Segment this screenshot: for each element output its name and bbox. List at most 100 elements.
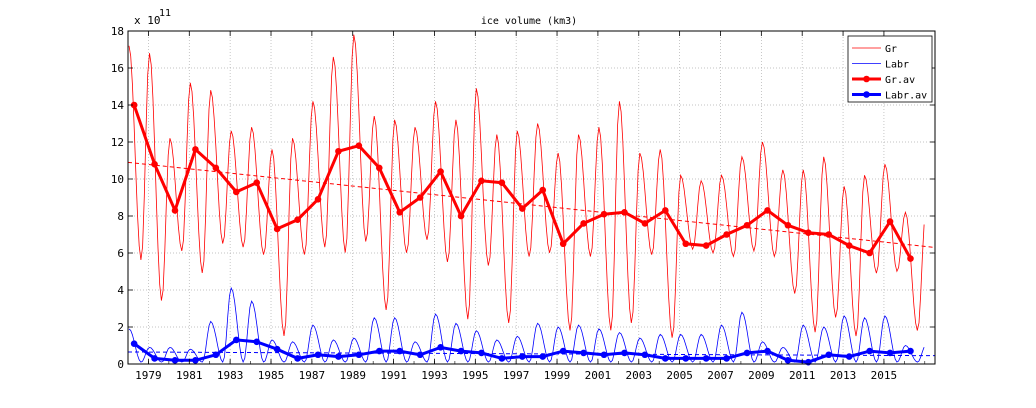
series-layer <box>127 34 936 366</box>
legend-marker <box>863 91 870 98</box>
y-tick-label: 10 <box>111 173 124 186</box>
data-point-labr-av <box>641 351 649 359</box>
data-point-labr-av <box>621 349 628 357</box>
data-point-gr-av <box>723 231 730 238</box>
x-tick-label: 2013 <box>830 369 857 382</box>
data-point-labr-av <box>845 353 853 360</box>
data-point-labr-av <box>294 355 301 362</box>
data-point-labr-av <box>314 351 322 359</box>
data-point-gr-av <box>784 221 792 229</box>
data-point-gr-av <box>702 242 710 249</box>
data-point-gr-av <box>600 210 608 218</box>
x-tick-label: 2001 <box>585 369 612 382</box>
x-tick-label: 1993 <box>421 369 448 382</box>
x-tick-label: 1997 <box>503 369 530 382</box>
data-point-labr-av <box>375 347 383 355</box>
data-point-labr-av <box>519 353 526 360</box>
legend-label: Labr <box>885 60 909 71</box>
plot-frame <box>127 30 936 365</box>
legend-box <box>847 35 933 103</box>
x-tick-label: 2009 <box>748 369 775 382</box>
data-point-labr-av <box>232 336 240 344</box>
x-tick-label: 2011 <box>789 369 816 382</box>
y-exponent-power: 11 <box>159 8 171 19</box>
trend-line-gr <box>127 161 936 248</box>
data-point-labr-av <box>580 349 587 357</box>
data-point-labr-av <box>723 355 730 362</box>
data-point-labr-av <box>457 347 465 355</box>
data-point-gr-av <box>273 225 281 233</box>
data-point-gr-av <box>130 101 138 109</box>
data-point-gr-av <box>375 164 383 172</box>
x-tick-label: 1985 <box>258 369 285 382</box>
x-tick-label: 1987 <box>299 369 326 382</box>
data-point-labr-av <box>764 347 771 355</box>
data-point-gr-av <box>805 229 812 236</box>
data-point-gr-av <box>580 220 587 227</box>
data-point-labr-av <box>130 340 138 347</box>
data-point-labr-av <box>784 357 792 364</box>
data-point-gr-av <box>212 164 220 172</box>
data-point-gr-av <box>498 179 506 186</box>
x-tick-label: 1981 <box>176 369 203 382</box>
data-point-labr-av <box>702 355 710 362</box>
data-point-labr-av <box>478 349 485 357</box>
data-point-labr-av <box>866 347 873 355</box>
data-point-labr-av <box>192 357 199 364</box>
data-point-gr-av <box>171 207 179 214</box>
data-point-labr-av <box>743 349 751 357</box>
legend-label: Labr.av <box>885 91 927 102</box>
data-point-labr-av <box>171 357 179 364</box>
data-point-labr-av <box>253 338 261 346</box>
data-point-gr-av <box>355 142 363 149</box>
data-point-gr-av <box>621 209 628 216</box>
data-point-labr-av <box>600 351 608 359</box>
data-point-labr-av <box>825 351 833 359</box>
data-point-gr-av <box>764 207 771 214</box>
data-point-labr-av <box>212 351 220 359</box>
x-tick-label: 2005 <box>666 369 693 382</box>
data-point-gr-av <box>641 220 649 227</box>
data-point-gr-av <box>457 212 465 220</box>
y-tick-label: 6 <box>117 247 124 260</box>
data-point-gr-av <box>253 179 261 186</box>
data-point-gr-av <box>232 188 240 196</box>
legend: Gr Labr Gr.av Labr.av <box>847 35 933 103</box>
y-tick-label: 12 <box>111 136 124 149</box>
x-tick-label: 1989 <box>339 369 366 382</box>
data-point-gr-av <box>519 205 526 212</box>
data-point-labr-av <box>662 355 669 362</box>
data-point-labr-av <box>886 349 894 357</box>
data-point-gr-av <box>437 168 444 175</box>
x-tick-label: 2007 <box>707 369 734 382</box>
data-point-labr-av <box>498 355 506 362</box>
trend-line-labr <box>127 351 936 357</box>
x-tick-label: 2015 <box>871 369 898 382</box>
legend-marker <box>863 75 870 83</box>
series-line-gr <box>128 34 925 338</box>
x-tick-label: 1995 <box>462 369 489 382</box>
chart-title: ice volume (km3) <box>481 16 577 27</box>
data-point-labr-av <box>273 345 281 353</box>
data-point-labr-av <box>416 351 424 359</box>
data-point-gr-av <box>416 194 424 201</box>
y-tick-label: 2 <box>117 321 124 334</box>
y-tick-label: 16 <box>111 62 124 75</box>
data-point-labr-av <box>437 344 444 351</box>
data-point-gr-av <box>294 216 301 223</box>
x-tick-label: 1991 <box>380 369 407 382</box>
legend-label: Gr.av <box>885 75 915 86</box>
data-point-gr-av <box>682 240 690 248</box>
data-point-gr-av <box>907 255 914 262</box>
data-point-gr-av <box>866 249 873 257</box>
y-exponent-label: x 10 <box>134 14 161 27</box>
data-point-gr-av <box>662 207 669 214</box>
data-point-gr-av <box>743 221 751 229</box>
data-point-labr-av <box>907 347 914 355</box>
y-tick-label: 18 <box>111 25 124 38</box>
y-tick-label: 14 <box>111 99 125 112</box>
legend-label: Gr <box>885 44 897 55</box>
axis-layer: 0 2 4 6 8 10 12 14 16 18 1979 1981 1983 1985 1987 1989 1… <box>111 25 936 382</box>
data-point-gr-av <box>825 231 833 238</box>
